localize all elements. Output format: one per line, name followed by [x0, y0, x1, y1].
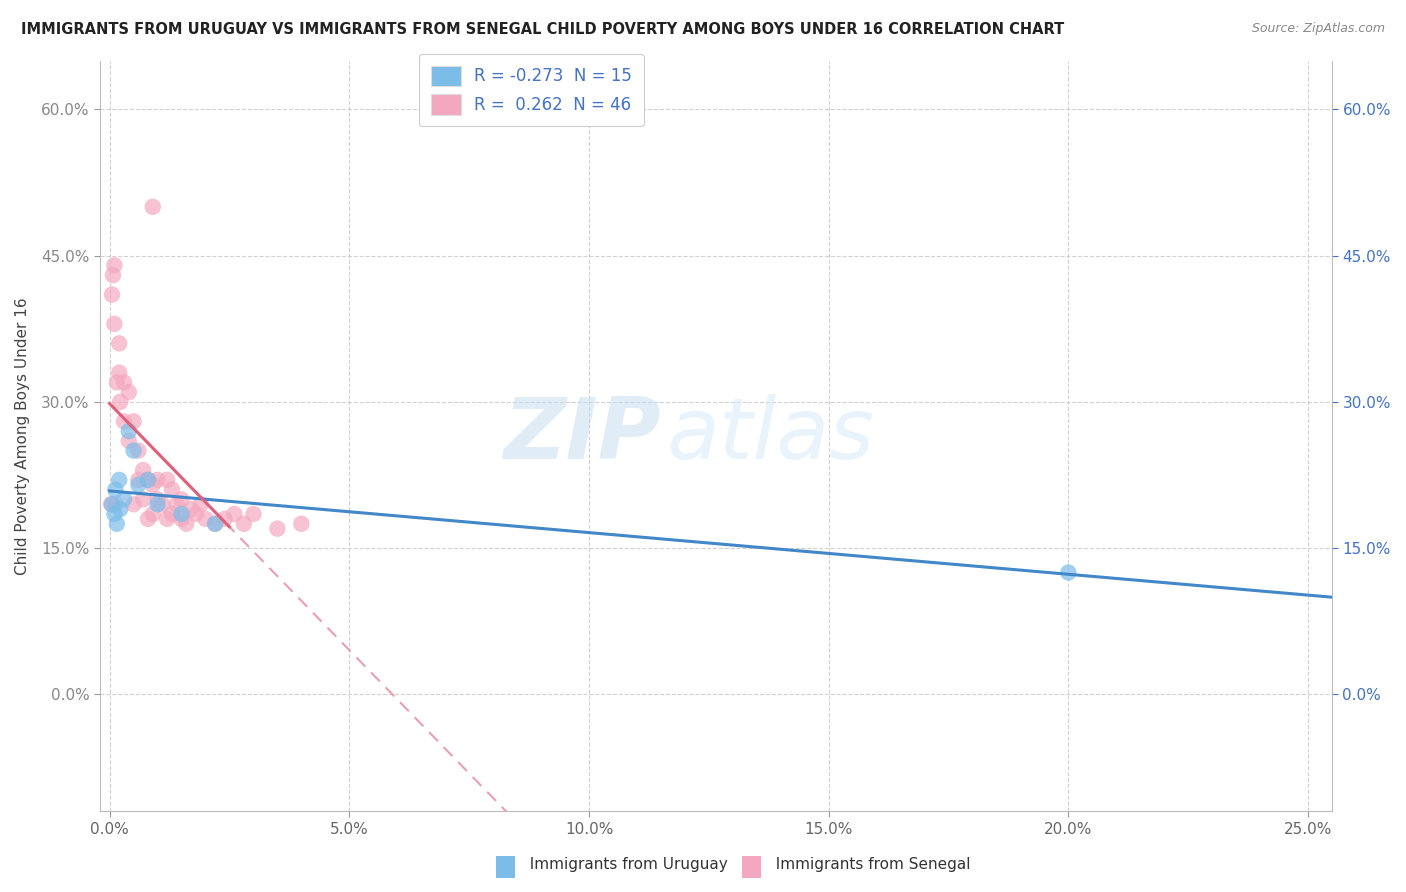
Text: Immigrants from Uruguay: Immigrants from Uruguay	[520, 857, 728, 872]
Point	[156, 512, 179, 526]
Point	[184, 507, 207, 521]
Point	[108, 395, 131, 409]
Point	[108, 366, 131, 380]
Point	[180, 502, 202, 516]
Point	[176, 516, 198, 531]
Point	[122, 414, 145, 428]
Point	[242, 507, 264, 521]
Text: Source: ZipAtlas.com: Source: ZipAtlas.com	[1251, 22, 1385, 36]
Text: IMMIGRANTS FROM URUGUAY VS IMMIGRANTS FROM SENEGAL CHILD POVERTY AMONG BOYS UNDE: IMMIGRANTS FROM URUGUAY VS IMMIGRANTS FR…	[21, 22, 1064, 37]
Point	[142, 477, 165, 491]
Point	[103, 507, 125, 521]
Point	[104, 497, 127, 511]
Point	[170, 492, 193, 507]
Point	[100, 497, 122, 511]
Point	[204, 516, 226, 531]
Point	[104, 483, 127, 497]
Point	[214, 512, 236, 526]
Point	[146, 497, 169, 511]
Point	[166, 497, 188, 511]
Point	[142, 507, 165, 521]
Point	[108, 502, 131, 516]
Point	[103, 258, 125, 272]
Point	[132, 463, 155, 477]
Point	[112, 492, 135, 507]
Point	[105, 376, 128, 390]
Point	[112, 376, 135, 390]
Point	[204, 516, 226, 531]
Point	[108, 473, 131, 487]
Legend: R = -0.273  N = 15, R =  0.262  N = 46: R = -0.273 N = 15, R = 0.262 N = 46	[419, 54, 644, 126]
Y-axis label: Child Poverty Among Boys Under 16: Child Poverty Among Boys Under 16	[15, 297, 30, 574]
Point	[105, 516, 128, 531]
Point	[122, 497, 145, 511]
Point	[101, 287, 124, 301]
Point	[224, 507, 246, 521]
Point	[122, 443, 145, 458]
Point	[136, 512, 159, 526]
Point	[290, 516, 312, 531]
Point	[101, 268, 124, 282]
Point	[170, 512, 193, 526]
Point	[190, 497, 212, 511]
Point	[108, 336, 131, 351]
Point	[101, 497, 124, 511]
Text: ZIP: ZIP	[503, 394, 661, 477]
Point	[118, 424, 141, 438]
Point	[170, 507, 193, 521]
Point	[127, 473, 149, 487]
Point	[156, 473, 179, 487]
Point	[142, 200, 165, 214]
Point	[118, 385, 141, 400]
Point	[194, 512, 217, 526]
Point	[266, 522, 288, 536]
Point	[112, 414, 135, 428]
Point	[150, 497, 173, 511]
Point	[118, 434, 141, 448]
Point	[146, 473, 169, 487]
Text: atlas: atlas	[666, 394, 875, 477]
Point	[136, 473, 159, 487]
Point	[160, 483, 183, 497]
Point	[132, 492, 155, 507]
Point	[1057, 566, 1080, 580]
Point	[160, 507, 183, 521]
Point	[232, 516, 254, 531]
Point	[127, 477, 149, 491]
Point	[146, 492, 169, 507]
Point	[103, 317, 125, 331]
Point	[127, 443, 149, 458]
Point	[136, 473, 159, 487]
Text: Immigrants from Senegal: Immigrants from Senegal	[766, 857, 970, 872]
